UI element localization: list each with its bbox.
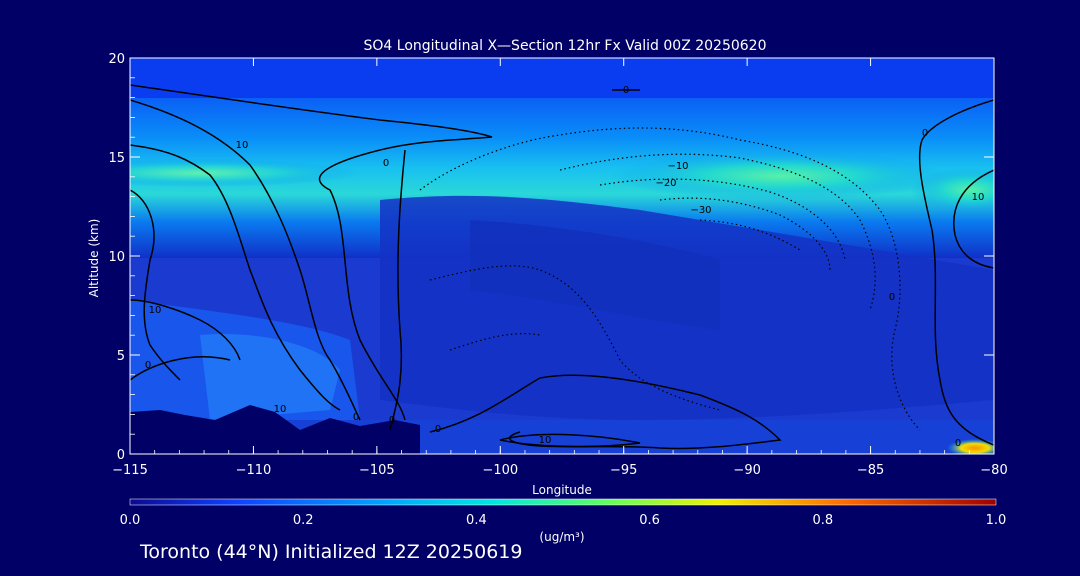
- x-tick-label: −105: [359, 463, 395, 478]
- y-tick-label: 20: [108, 52, 125, 67]
- y-tick-label: 15: [108, 151, 125, 166]
- contour-label: 0: [623, 85, 629, 96]
- chart-title: SO4 Longitudinal X—Section 12hr Fx Valid…: [364, 38, 767, 54]
- colorbar-tick-label: 1.0: [986, 513, 1007, 528]
- plume-east: [910, 168, 994, 212]
- contour-label: 10: [539, 435, 552, 446]
- colorbar-tick-label: 0.0: [120, 513, 141, 528]
- contour-label: 0: [955, 438, 961, 449]
- colorbar-unit-label: (ug/m³): [539, 530, 584, 544]
- contour-label: 0: [383, 158, 389, 169]
- colorbar-tick-label: 0.8: [812, 513, 833, 528]
- contour-label: 0: [353, 412, 359, 423]
- y-tick-label: 5: [117, 349, 125, 364]
- y-tick-label: 10: [108, 250, 125, 265]
- concentration-field: [130, 58, 994, 454]
- contour-label: 0: [922, 128, 928, 139]
- negative-contour-lines: [419, 127, 921, 431]
- colorbar-tick-label: 0.4: [466, 513, 487, 528]
- x-tick-label: −95: [610, 463, 637, 478]
- x-axis: −115 −110 −105 −100 −95 −90 −85 −80: [112, 58, 1008, 478]
- colorbar-ticks: 0.0 0.2 0.4 0.6 0.8 1.0: [120, 513, 1007, 528]
- y-axis: 0 5 10 15 20: [108, 52, 994, 463]
- contour-label: 10: [236, 140, 249, 151]
- contour-label: −10: [667, 161, 688, 172]
- colorbar-tick-label: 0.2: [293, 513, 314, 528]
- x-tick-label: −90: [733, 463, 760, 478]
- plume-central: [610, 152, 950, 200]
- contour-label: −20: [655, 178, 676, 189]
- x-axis-label: Longitude: [532, 483, 592, 497]
- x-tick-label: −115: [112, 463, 148, 478]
- contour-label: 10: [972, 192, 985, 203]
- contour-label-group: 0 10 0 10 0 10 0 0 0 10 −10 −20 −30 0 10 0 0: [145, 85, 985, 449]
- surface-hotspot: [947, 439, 994, 454]
- contour-label: 0: [435, 424, 441, 435]
- x-tick-label: −100: [482, 463, 518, 478]
- y-axis-label: Altitude (km): [87, 219, 101, 298]
- contour-label: 0: [389, 415, 395, 426]
- x-tick-label: −85: [857, 463, 884, 478]
- colorbar: [129, 498, 997, 506]
- contour-label: 10: [274, 404, 287, 415]
- contour-label: −30: [690, 205, 711, 216]
- contour-label: 0: [145, 360, 151, 371]
- plume-west: [130, 159, 360, 187]
- contour-lines: [130, 84, 994, 450]
- contour-label: 0: [889, 292, 895, 303]
- x-tick-label: −80: [980, 463, 1007, 478]
- colorbar-tick-label: 0.6: [639, 513, 660, 528]
- contour-label: 10: [149, 305, 162, 316]
- x-tick-label: −110: [236, 463, 272, 478]
- footer-caption: Toronto (44°N) Initialized 12Z 20250619: [140, 541, 523, 563]
- terrain: [130, 405, 420, 454]
- y-tick-label: 0: [117, 448, 125, 463]
